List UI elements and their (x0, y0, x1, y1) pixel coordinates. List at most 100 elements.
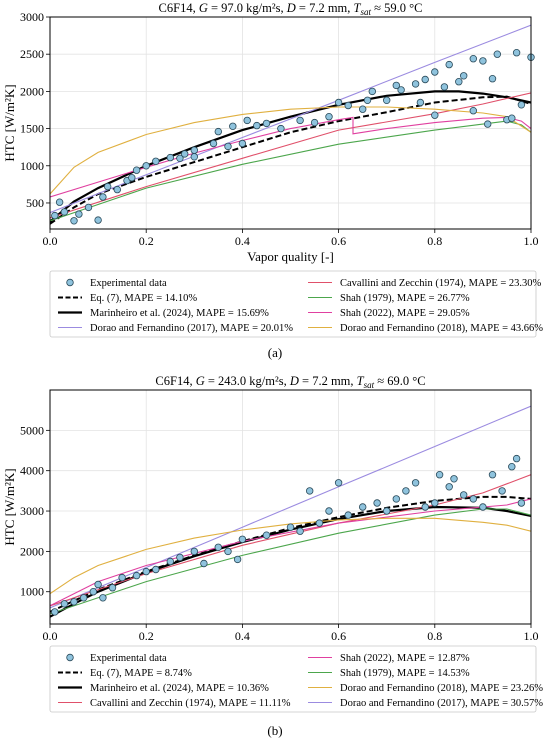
panel-caption: (a) (268, 345, 282, 360)
chart-panel-1: 0.0 0.2 0.4 0.6 0.8 1.0 500 1000 1500 2000 2500 300… (2, 1, 543, 360)
data-point (118, 573, 126, 582)
y-tick-label: 2000 (20, 544, 44, 558)
legend-label: Shah (1979), MAPE = 14.53% (340, 668, 470, 679)
data-point (488, 471, 497, 479)
data-point (70, 598, 78, 606)
legend-box (49, 270, 537, 338)
y-tick-label: 4000 (20, 464, 44, 478)
x-tick-label: 0.8 (427, 234, 442, 248)
data-point (334, 479, 343, 487)
data-point (392, 495, 400, 503)
data-point (89, 588, 97, 596)
data-point (132, 166, 141, 174)
x-tick-label: 0.0 (43, 234, 58, 248)
data-point (431, 111, 439, 119)
title-part: C6F14, (159, 1, 199, 15)
data-point (411, 80, 420, 88)
data-point (209, 139, 218, 148)
data-point (152, 565, 160, 574)
data-point (79, 594, 88, 602)
data-point (176, 154, 184, 162)
title-part: D (286, 1, 296, 15)
data-point (224, 547, 232, 556)
data-point (421, 75, 429, 84)
series-line (50, 24, 531, 214)
data-point (108, 584, 117, 592)
x-tick-label: 0.8 (427, 629, 442, 643)
legend-label: Marinheiro et al. (2024), MAPE = 15.69% (90, 308, 269, 319)
data-point (325, 112, 333, 121)
chart-panel-2: 0.00.20.40.60.81.010002000300040005000Va… (2, 374, 543, 738)
legend-label: Shah (2022), MAPE = 12.87% (340, 653, 470, 664)
data-point (455, 77, 463, 86)
data-point (310, 118, 319, 127)
data-point (479, 57, 487, 65)
data-point (243, 116, 251, 125)
data-point (334, 98, 343, 107)
data-point (60, 208, 69, 216)
data-point (190, 146, 198, 154)
legend-label: Eq. (7), MAPE = 14.10% (90, 293, 197, 304)
legend-box (49, 645, 537, 713)
data-point (55, 198, 64, 206)
data-point (94, 216, 102, 224)
data-point (306, 487, 314, 495)
title-part: = 7.2 mm, (296, 1, 354, 15)
data-point (450, 475, 458, 483)
data-point (51, 211, 59, 220)
data-point (359, 503, 367, 511)
y-tick-label: 3000 (20, 504, 44, 518)
series-line (50, 508, 531, 615)
data-point (325, 507, 333, 515)
data-point (484, 120, 492, 128)
data-point (99, 594, 107, 602)
data-point (359, 105, 367, 113)
y-tick-label: 1000 (20, 159, 44, 173)
series-line (50, 405, 531, 609)
x-tick-label: 0.2 (139, 629, 154, 643)
data-point (315, 519, 324, 527)
title-part: sat (364, 380, 375, 390)
legend-label: Dorao and Fernandino (2018), MAPE = 43.6… (340, 323, 543, 334)
data-point (431, 68, 439, 76)
data-point (75, 210, 83, 218)
data-point (421, 503, 429, 511)
data-point (512, 49, 521, 57)
data-point (469, 55, 477, 63)
data-point (277, 124, 285, 133)
data-point (344, 101, 352, 110)
data-point (253, 121, 261, 130)
y-tick-label: 500 (26, 196, 44, 210)
data-point (152, 157, 160, 165)
data-point (508, 463, 516, 471)
data-point (166, 153, 174, 162)
data-point (233, 555, 242, 564)
data-point (517, 101, 526, 109)
y-tick-label: 1000 (20, 585, 44, 599)
data-point (214, 127, 222, 136)
x-tick-label: 1.0 (524, 234, 539, 248)
title-part: = 97.0 kg/m²s, (208, 1, 287, 15)
plot-frame (49, 16, 532, 230)
data-point (479, 503, 487, 511)
chart-title: C6F14, G = 243.0 kg/m²s, D = 7.2 mm, Tsa… (155, 374, 425, 390)
legend-label: Cavallini and Zecchin (1974), MAPE = 23.… (340, 278, 542, 289)
y-tick-label: 2000 (20, 84, 44, 98)
data-point (142, 162, 150, 170)
data-point (512, 454, 521, 463)
y-tick-label: 5000 (20, 423, 44, 437)
x-tick-label: 0.4 (235, 234, 250, 248)
x-tick-label: 0.6 (331, 629, 346, 643)
x-tick-label: 1.0 (524, 629, 539, 643)
legend-label: Eq. (7), MAPE = 8.74% (90, 668, 192, 679)
title-part: ≈ 59.0 °C (371, 1, 422, 15)
data-point (103, 182, 112, 191)
y-tick-label: 3000 (20, 10, 44, 24)
legend-label: Marinheiro et al. (2024), MAPE = 10.36% (90, 683, 269, 694)
series-line (50, 116, 531, 198)
legend-label: Shah (1979), MAPE = 26.77% (340, 293, 470, 304)
x-tick-label: 0.4 (235, 629, 250, 643)
experimental-points (51, 454, 526, 616)
series-line (50, 495, 531, 613)
data-point (435, 471, 444, 479)
